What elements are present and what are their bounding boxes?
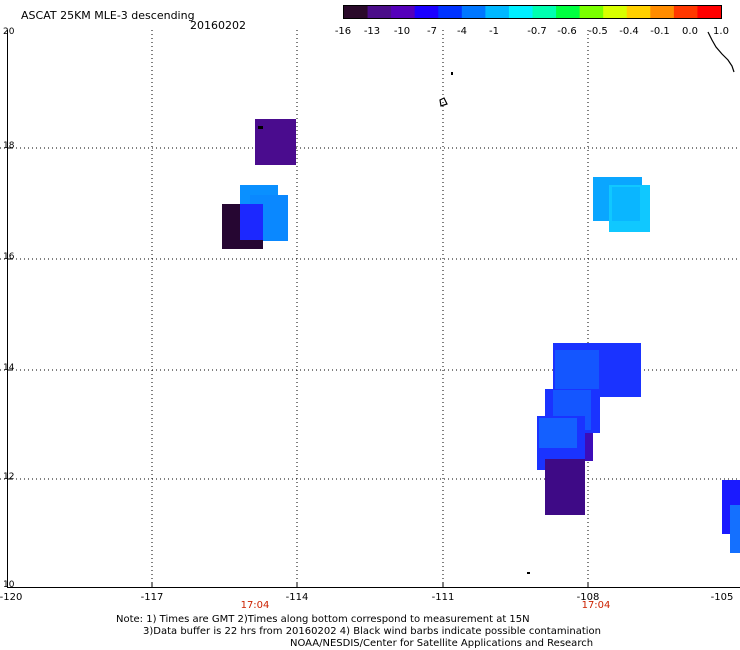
x-tick-label: -114 xyxy=(285,592,309,603)
y-tick-label: 14 xyxy=(3,363,15,373)
grid-lines xyxy=(0,30,740,588)
y-tick-label: 18 xyxy=(3,141,15,151)
colorbar-segment xyxy=(603,6,628,18)
colorbar-tick-label: -16 xyxy=(334,26,352,37)
colorbar-segment xyxy=(626,6,651,18)
y-tick-label: 12 xyxy=(3,472,15,482)
data-cell xyxy=(255,119,296,165)
data-cell xyxy=(555,350,599,395)
note-line-2: 3)Data buffer is 22 hrs from 20160202 4)… xyxy=(143,626,601,637)
coastline xyxy=(439,31,735,574)
colorbar-tick-label: 0.0 xyxy=(682,26,698,37)
colorbar-segment xyxy=(438,6,463,18)
colorbar-tick-label: -10 xyxy=(393,26,411,37)
colorbar-segment xyxy=(650,6,675,18)
axis-ticks xyxy=(7,147,589,588)
data-cell xyxy=(730,505,740,553)
colorbar-tick-label: -0.1 xyxy=(650,26,670,37)
colorbar-segment xyxy=(532,6,557,18)
colorbar-tick-label: -1 xyxy=(489,26,499,37)
pass-time-label: 17:04 xyxy=(581,600,611,611)
data-cells-southeast xyxy=(537,343,740,553)
colorbar-tick-label: -0.5 xyxy=(588,26,608,37)
colorbar-tick-label: -0.6 xyxy=(557,26,577,37)
note-line-3: NOAA/NESDIS/Center for Satellite Applica… xyxy=(290,638,594,649)
colorbar-tick-label: 1.0 xyxy=(713,26,729,37)
colorbar-segment xyxy=(508,6,533,18)
y-tick-label: 16 xyxy=(3,252,15,262)
colorbar-segment xyxy=(579,6,604,18)
colorbar-tick-label: -13 xyxy=(363,26,381,37)
colorbar-segment xyxy=(367,6,392,18)
data-cells-northeast xyxy=(593,177,650,232)
data-cell xyxy=(612,187,640,221)
data-cell xyxy=(539,418,577,448)
colorbar-segment xyxy=(461,6,486,18)
data-cell xyxy=(240,204,263,240)
colorbar-tick-label: -0.7 xyxy=(527,26,547,37)
x-tick-label: -120 xyxy=(0,592,23,603)
colorbar-segment xyxy=(391,6,416,18)
colorbar-tick-label: -7 xyxy=(427,26,437,37)
colorbar-segment xyxy=(485,6,510,18)
colorbar-segment xyxy=(344,6,369,18)
data-cells-northwest xyxy=(222,119,296,249)
x-tick-label: -105 xyxy=(710,592,734,603)
pass-time-label: 17:04 xyxy=(240,600,270,611)
colorbar xyxy=(343,5,722,19)
x-tick-label: -111 xyxy=(431,592,455,603)
colorbar-tick-label: -4 xyxy=(457,26,467,37)
data-cell xyxy=(545,459,585,515)
map-date: 20160202 xyxy=(190,19,246,32)
colorbar-segment xyxy=(414,6,439,18)
x-tick-label: -117 xyxy=(140,592,164,603)
map-title: ASCAT 25KM MLE-3 descending xyxy=(21,9,195,22)
data-cell xyxy=(258,126,263,129)
note-line-1: Note: 1) Times are GMT 2)Times along bot… xyxy=(116,614,530,625)
y-tick-label: 20 xyxy=(3,27,15,37)
colorbar-segment xyxy=(673,6,698,18)
x-tick-label: -108 xyxy=(576,592,600,603)
colorbar-tick-label: -0.4 xyxy=(619,26,639,37)
colorbar-segment xyxy=(697,6,721,18)
colorbar-segment xyxy=(556,6,581,18)
y-tick-label: 10 xyxy=(3,580,15,590)
